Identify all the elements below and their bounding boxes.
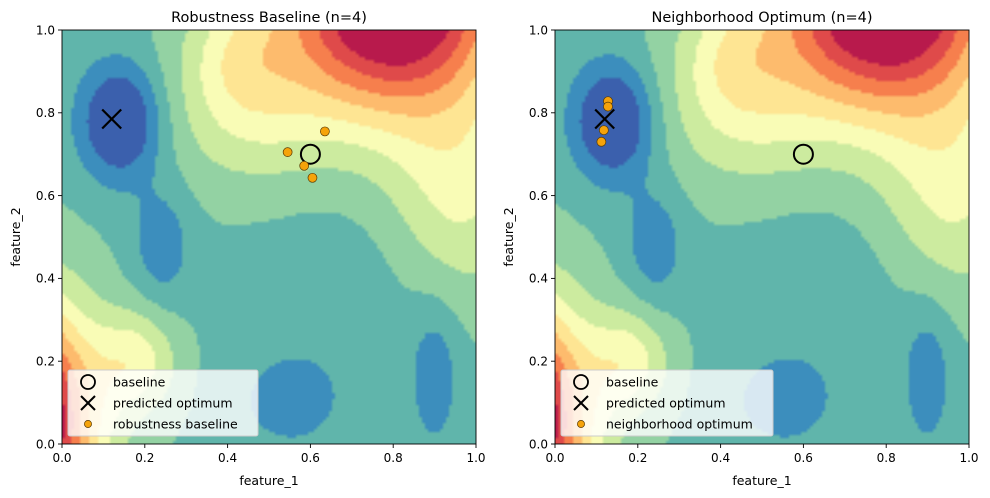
legend-label: neighborhood optimum	[606, 417, 753, 432]
sample-point	[603, 101, 613, 112]
legend-sample-icon	[84, 420, 92, 428]
legend-baseline-icon	[573, 374, 589, 390]
x-stroke	[573, 395, 589, 411]
legend-x-icon	[80, 395, 96, 411]
sample-point	[282, 147, 293, 157]
x-stroke	[101, 108, 122, 130]
x-tick-label: 0.2	[628, 451, 647, 465]
y-axis-label: feature_2	[501, 207, 516, 266]
y-tick-label: 1.0	[36, 23, 55, 37]
legend-baseline-icon	[80, 374, 96, 390]
legend: baseline predicted optimum robustness base…	[67, 369, 259, 437]
baseline-point	[792, 143, 814, 165]
legend-label: robustness baseline	[113, 417, 238, 432]
y-tick-label: 0.0	[36, 437, 55, 451]
subplot-neighborhood-optimum: Neighborhood Optimum (n=4) 0.0 0.2 0.4 0.6 0.…	[501, 10, 979, 488]
legend-label: predicted optimum	[113, 396, 233, 411]
x-tick-label: 0.4	[218, 451, 237, 465]
y-tick-label: 0.4	[529, 272, 548, 286]
legend-label: baseline	[113, 375, 166, 390]
chart-title: Neighborhood Optimum (n=4)	[652, 10, 873, 26]
legend-box	[67, 369, 259, 437]
legend-label: predicted optimum	[606, 396, 726, 411]
axes-frame	[554, 29, 970, 445]
y-tick-label: 0.8	[36, 106, 55, 120]
x-tick-label: 0.4	[711, 451, 730, 465]
x-tick-label: 1.0	[466, 451, 485, 465]
y-tick-label: 0.2	[36, 355, 55, 369]
y-tick-label: 0.4	[36, 272, 55, 286]
legend-sample-icon	[577, 420, 585, 428]
subplot-robustness-baseline: Robustness Baseline (n=4) 0.0 0.2 0.4 0.6 0.8…	[8, 10, 486, 488]
chart-title: Robustness Baseline (n=4)	[171, 10, 367, 26]
x-axis-label: feature_1	[239, 473, 298, 488]
baseline-point	[299, 143, 321, 165]
x-tick-label: 0.8	[384, 451, 403, 465]
axes-frame	[61, 29, 477, 445]
legend: baseline predicted optimum neighborhood op…	[560, 369, 774, 437]
y-tick-label: 0.6	[36, 189, 55, 203]
legend-x-icon	[573, 395, 589, 411]
sample-point	[599, 125, 609, 136]
y-tick-label: 0.8	[529, 106, 548, 120]
y-tick-label: 1.0	[529, 23, 548, 37]
y-axis-label: feature_2	[8, 207, 23, 266]
y-tick-label: 0.0	[529, 437, 548, 451]
x-tick-label: 0.6	[301, 451, 320, 465]
x-tick-label: 1.0	[959, 451, 978, 465]
sample-point	[299, 160, 310, 171]
sample-point	[320, 126, 330, 137]
x-tick-label: 0.6	[794, 451, 813, 465]
x-axis-label: feature_1	[732, 473, 791, 488]
x-tick-label: 0.8	[877, 451, 896, 465]
predicted-optimum-marker	[101, 108, 122, 130]
x-tick-label: 0.0	[52, 451, 71, 465]
y-tick-label: 0.2	[529, 355, 548, 369]
predicted-optimum-marker	[594, 108, 615, 130]
x-stroke	[80, 395, 96, 411]
x-tick-label: 0.0	[545, 451, 564, 465]
sample-point	[596, 136, 607, 147]
legend-box	[560, 369, 774, 437]
legend-label: baseline	[606, 375, 659, 390]
x-tick-label: 0.2	[135, 451, 154, 465]
y-tick-label: 0.6	[529, 189, 548, 203]
sample-point	[307, 172, 318, 183]
x-stroke	[594, 108, 615, 130]
